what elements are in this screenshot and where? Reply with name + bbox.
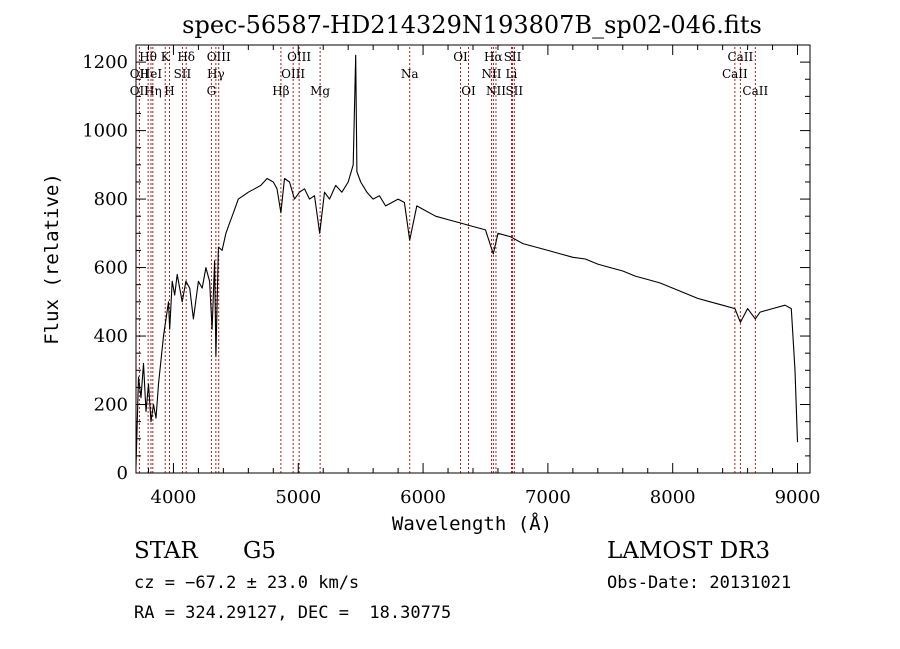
line-label: Li <box>506 67 518 81</box>
chart-title: spec-56587-HD214329N193807B_sp02-046.fit… <box>182 11 762 39</box>
line-label: SII <box>174 67 192 81</box>
spectrum-series-line <box>135 54 799 467</box>
line-label: Hβ <box>272 84 289 98</box>
plot-frame <box>135 44 811 474</box>
line-label: OII <box>130 84 150 98</box>
x-tick-label: 6000 <box>400 487 446 508</box>
line-label: OIII <box>281 67 305 81</box>
x-axis: 4000 5000 6000 7000 8000 9000 <box>147 45 821 508</box>
y-tick-label: 0 <box>117 463 128 484</box>
line-label: Hγ <box>207 67 225 81</box>
line-label: SII <box>504 50 522 64</box>
observation-date: Obs-Date: 20131021 <box>607 573 792 593</box>
line-label: HeI <box>140 67 163 81</box>
y-tick-label: 1200 <box>82 52 128 73</box>
coordinates: RA = 324.29127, DEC = 18.30775 <box>134 603 452 623</box>
line-label: CaII <box>742 84 768 98</box>
y-axis: 0 200 400 600 800 1000 1200 <box>82 52 810 484</box>
line-label: NII <box>486 84 506 98</box>
line-label: CaII <box>722 67 748 81</box>
line-label: Hα <box>484 50 503 64</box>
x-tick-label: 5000 <box>275 487 321 508</box>
spectral-subclass: G5 <box>243 538 277 564</box>
line-label: G <box>207 84 217 98</box>
line-label: Hδ <box>177 50 195 64</box>
x-tick-label: 4000 <box>151 487 197 508</box>
line-label: Hη <box>144 84 162 98</box>
y-tick-label: 1000 <box>82 121 128 142</box>
object-class: STAR <box>134 538 198 564</box>
y-axis-label: Flux (relative) <box>41 173 63 345</box>
y-tick-label: 400 <box>94 326 128 347</box>
line-label: Na <box>401 67 419 81</box>
x-tick-label: 7000 <box>525 487 571 508</box>
line-label: H <box>164 84 174 98</box>
x-tick-label: 9000 <box>775 487 821 508</box>
line-label: OI <box>453 50 468 64</box>
line-label: K <box>161 50 171 64</box>
line-label: OIII <box>287 50 311 64</box>
line-markers <box>138 47 756 473</box>
line-label: OIII <box>207 50 231 64</box>
redshift-velocity: cz = −67.2 ± 23.0 km/s <box>134 573 360 593</box>
line-label: OII <box>130 67 150 81</box>
line-label: OI <box>461 84 476 98</box>
line-label: Hθ <box>139 50 157 64</box>
y-tick-label: 600 <box>94 258 128 279</box>
x-tick-label: 8000 <box>650 487 696 508</box>
survey-release: LAMOST DR3 <box>607 538 771 564</box>
y-tick-label: 200 <box>94 395 128 416</box>
line-label: NII <box>481 67 501 81</box>
line-label: Mg <box>310 84 330 98</box>
line-label: CaII <box>727 50 753 64</box>
line-label: SII <box>505 84 523 98</box>
y-tick-label: 800 <box>94 189 128 210</box>
x-axis-label: Wavelength (Å) <box>392 512 552 535</box>
